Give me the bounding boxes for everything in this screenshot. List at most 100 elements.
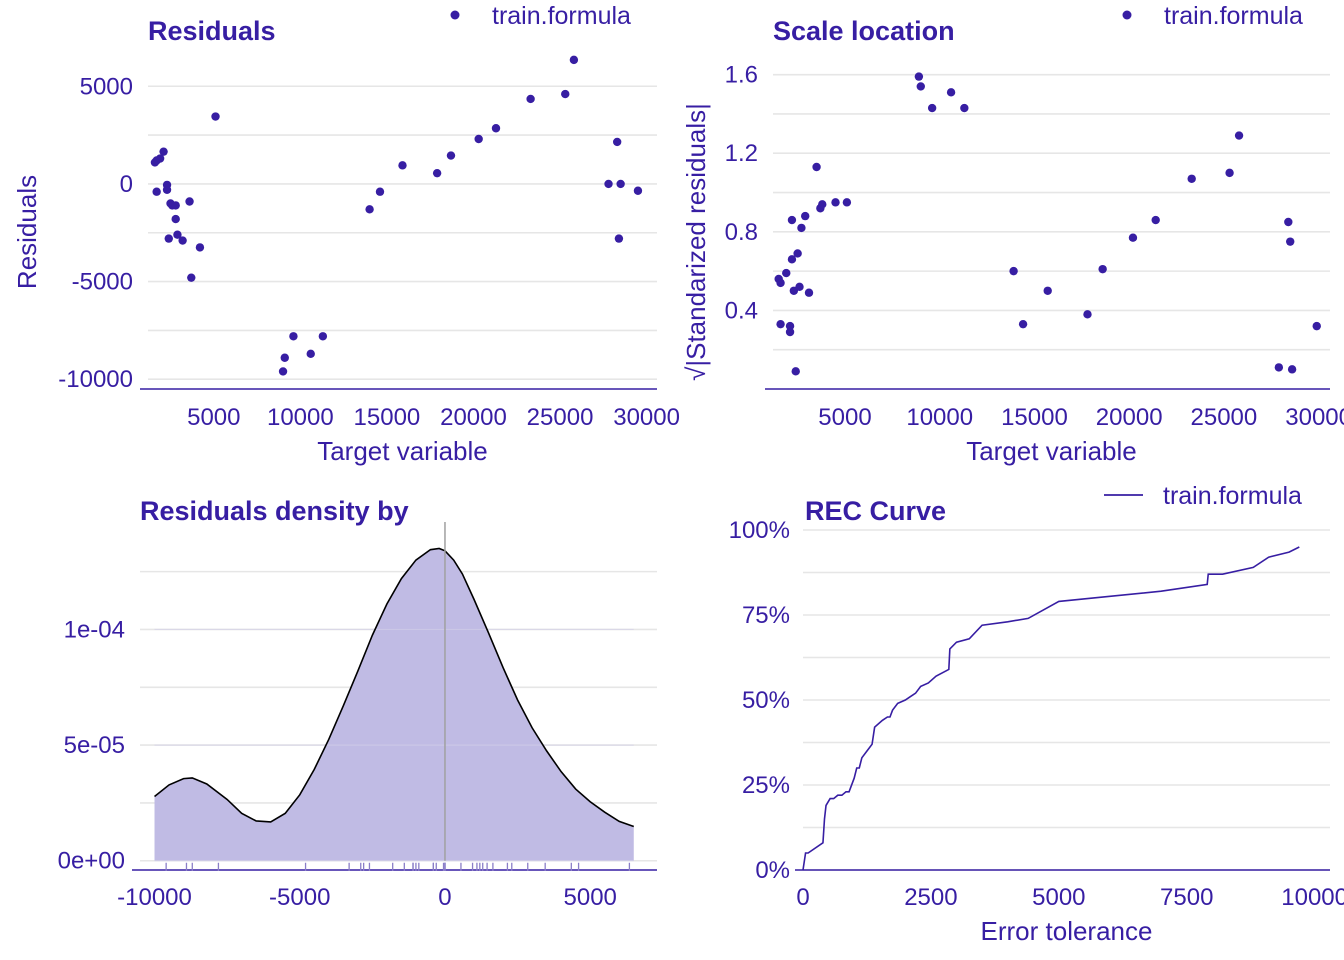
y-tick-label: 5e-05 — [64, 732, 125, 759]
y-tick-label: 75% — [742, 602, 790, 629]
x-tick-label: 10000 — [267, 404, 334, 431]
data-point — [1098, 264, 1107, 274]
x-tick-label: 30000 — [1285, 404, 1344, 431]
data-point — [187, 273, 196, 282]
y-tick-label: 1.2 — [725, 140, 758, 167]
data-point — [164, 234, 173, 243]
x-tick-label: 0 — [796, 884, 809, 911]
rec-curve-panel: 0% 25% 50% 75% 100% 0 2500 5000 7500 10000 REC Cur… — [729, 482, 1344, 946]
x-tick-label: 20000 — [440, 404, 507, 431]
data-point — [1286, 237, 1295, 246]
data-point — [432, 168, 442, 178]
data-point — [1187, 174, 1196, 183]
scale-location-panel: 0.4 0.8 1.2 1.6 5000 10000 15000 20000 25000 3000… — [681, 2, 1344, 466]
data-point — [171, 201, 180, 210]
x-tick-label: 10000 — [906, 404, 973, 431]
y-tick-label: 1.6 — [725, 62, 758, 89]
x-axis-label: Target variable — [966, 436, 1137, 466]
legend: train.formula — [1122, 2, 1303, 30]
data-point — [616, 179, 625, 189]
data-point — [569, 55, 579, 65]
data-point — [1274, 363, 1284, 372]
x-tick-label: 5000 — [1032, 884, 1085, 911]
density-area — [154, 548, 634, 861]
data-point — [776, 319, 785, 329]
data-point — [526, 94, 535, 104]
y-tick-label: 1e-04 — [64, 616, 125, 643]
rec-curve-line — [802, 546, 1300, 871]
data-point — [152, 187, 161, 196]
data-point — [211, 112, 220, 121]
data-point — [375, 187, 385, 196]
data-point — [1234, 131, 1244, 140]
data-point — [785, 327, 795, 337]
data-point — [1018, 319, 1028, 329]
y-tick-label: 100% — [729, 517, 790, 544]
data-point — [1312, 321, 1321, 331]
x-tick-label: 25000 — [1191, 404, 1258, 431]
x-tick-label: 10000 — [1281, 884, 1344, 911]
data-point — [318, 332, 328, 341]
data-point — [1151, 215, 1160, 225]
data-point — [162, 180, 172, 190]
x-tick-label: 0 — [438, 884, 451, 911]
data-point — [801, 211, 810, 221]
data-point — [785, 321, 795, 331]
legend: train.formula — [1104, 482, 1302, 510]
data-point — [787, 215, 797, 225]
x-tick-label: 15000 — [354, 404, 421, 431]
data-point — [604, 179, 613, 189]
y-tick-label: -10000 — [58, 366, 133, 393]
data-point — [797, 223, 806, 233]
data-point — [787, 255, 797, 264]
data-point — [446, 151, 456, 160]
data-point — [916, 82, 925, 91]
data-point — [474, 134, 483, 144]
legend-point-icon — [450, 10, 460, 20]
data-point — [1083, 310, 1092, 319]
data-point — [561, 89, 570, 99]
chart-title: Residuals density by — [140, 496, 409, 526]
x-tick-label: 5000 — [818, 404, 871, 431]
data-point — [914, 72, 924, 81]
y-tick-label: 5000 — [80, 73, 133, 100]
data-point — [185, 197, 194, 206]
chart-title: Scale location — [773, 16, 955, 46]
data-point — [804, 288, 814, 297]
data-point — [946, 88, 956, 97]
data-point — [155, 154, 165, 163]
data-point — [1009, 266, 1018, 276]
data-point — [398, 161, 407, 170]
data-point — [927, 103, 937, 113]
data-point — [782, 268, 791, 278]
data-point — [195, 243, 205, 252]
data-point — [491, 124, 501, 133]
data-point — [818, 200, 827, 209]
x-tick-label: 25000 — [527, 404, 594, 431]
data-point — [289, 332, 298, 341]
data-point — [1225, 168, 1234, 178]
data-point — [178, 236, 187, 245]
y-tick-label: 50% — [742, 687, 790, 714]
y-tick-label: 25% — [742, 772, 790, 799]
data-point — [171, 214, 180, 224]
x-tick-label: 15000 — [1001, 404, 1068, 431]
residuals-density-panel: 0e+00 5e-05 1e-04 -10000 -5000 0 5000 Residuals… — [58, 496, 657, 911]
y-tick-label: 0% — [755, 857, 790, 884]
y-tick-label: 0e+00 — [58, 848, 125, 875]
y-tick-label: 0 — [120, 171, 133, 198]
x-tick-label: 5000 — [564, 884, 617, 911]
x-tick-label: 5000 — [187, 404, 240, 431]
y-tick-label: 0.8 — [725, 219, 758, 246]
data-point — [1128, 233, 1138, 242]
legend-label: train.formula — [492, 2, 631, 30]
x-tick-label: 20000 — [1096, 404, 1163, 431]
x-tick-label: 7500 — [1160, 884, 1213, 911]
legend-point-icon — [1122, 10, 1132, 20]
y-axis-label: √|Standarized residuals| — [681, 103, 711, 381]
data-point — [793, 249, 802, 258]
data-point — [831, 198, 840, 207]
x-axis-label: Target variable — [317, 436, 488, 466]
data-point — [791, 367, 800, 376]
